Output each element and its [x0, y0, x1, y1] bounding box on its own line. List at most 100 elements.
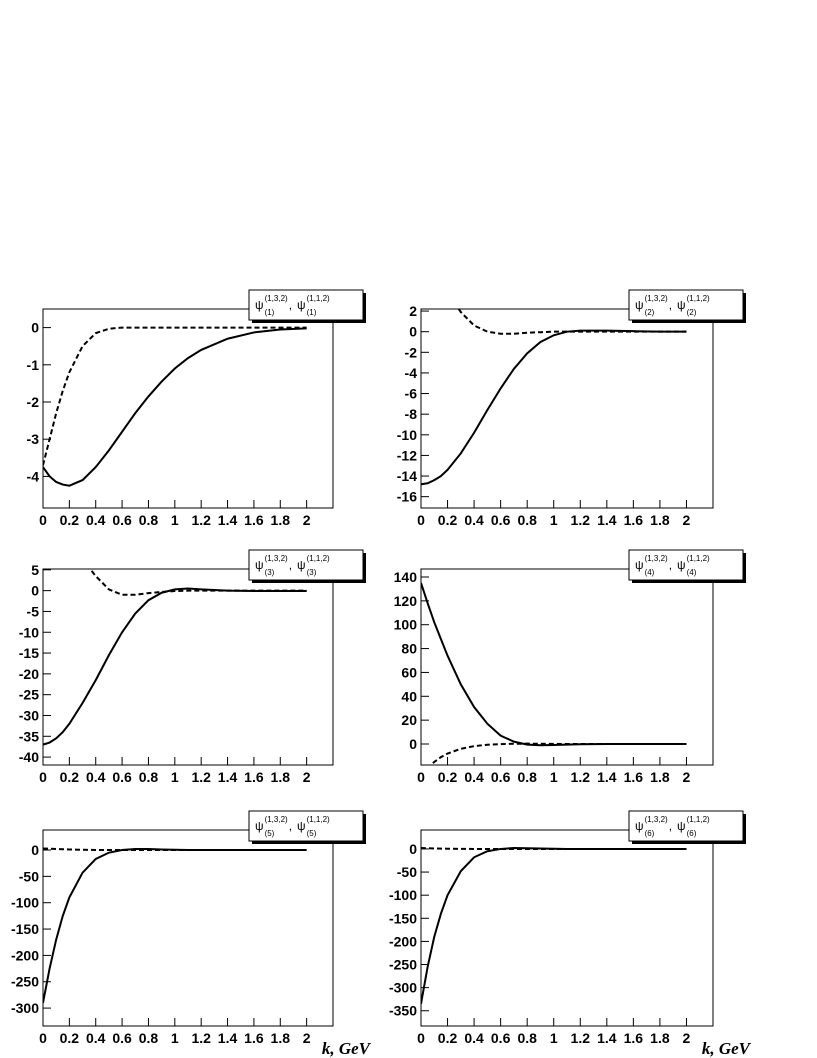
x-tick-label: 0.6 [112, 769, 132, 785]
y-tick-label: 0 [31, 320, 39, 336]
legend-symbol: ψ [297, 558, 306, 572]
legend-box [248, 549, 364, 581]
legend-sup: (1,3,2) [645, 294, 668, 303]
series-line [421, 847, 687, 850]
y-tick-label: -50 [19, 868, 39, 884]
x-tick-label: 1.4 [597, 512, 617, 528]
x-tick-label: 0.8 [139, 512, 159, 528]
y-tick-label: -35 [19, 728, 39, 744]
x-tick-label: 0 [39, 1030, 47, 1046]
legend-sup: (1,1,2) [687, 815, 710, 824]
x-tick-label: 0.6 [112, 512, 132, 528]
x-tick-label: 0.4 [86, 512, 106, 528]
y-tick-label: -200 [11, 947, 39, 963]
x-tick-label: 0 [417, 512, 425, 528]
x-tick-label: 1 [550, 512, 558, 528]
x-tick-label: 2 [303, 1030, 311, 1046]
legend-separator: , [669, 298, 672, 312]
legend-sub: (2) [645, 308, 655, 317]
x-tick-label: 1.4 [218, 1030, 238, 1046]
x-tick-label: 1 [171, 512, 179, 528]
x-tick-label: 1.2 [191, 1030, 211, 1046]
x-tick-label: 1.6 [624, 512, 644, 528]
legend-sub: (3) [265, 568, 275, 577]
x-tick-label: 1.4 [218, 512, 238, 528]
legend-sub: (1) [307, 308, 317, 317]
legend-sup: (1,1,2) [687, 294, 710, 303]
x-tick-label: 1.2 [191, 769, 211, 785]
x-tick-label: 2 [683, 769, 691, 785]
x-tick-label: 0.8 [139, 1030, 159, 1046]
series-line [421, 847, 687, 1004]
legend-sub: (5) [307, 829, 317, 838]
y-tick-label: 20 [401, 712, 417, 728]
x-tick-label: 0.8 [517, 1030, 537, 1046]
x-tick-label: 1.4 [218, 769, 238, 785]
legend-symbol: ψ [635, 819, 644, 833]
plot-frame [420, 829, 714, 1027]
legend-sup: (1,1,2) [307, 554, 330, 563]
legend-sup: (1,3,2) [265, 294, 288, 303]
x-tick-label: 1.6 [244, 1030, 264, 1046]
series-line [43, 847, 307, 1004]
y-tick-label: -40 [19, 749, 39, 765]
plot-frame [42, 829, 334, 1027]
x-tick-label: 1.2 [571, 512, 591, 528]
x-tick-label: 1 [550, 1030, 558, 1046]
x-tick-label: 1.4 [597, 769, 617, 785]
plot-frame [420, 568, 714, 766]
x-tick-label: 0 [39, 512, 47, 528]
y-tick-label: 140 [394, 569, 418, 585]
series-line [457, 309, 687, 335]
legend-symbol: ψ [297, 819, 306, 833]
y-tick-label: -20 [19, 666, 39, 682]
y-tick-label: 100 [394, 617, 418, 633]
x-tick-label: 0.4 [464, 1030, 484, 1046]
y-tick-label: -15 [19, 645, 39, 661]
plot-frame [420, 308, 714, 509]
legend-symbol: ψ [677, 298, 686, 312]
x-tick-label: 1 [171, 1030, 179, 1046]
y-tick-label: -100 [389, 887, 417, 903]
x-tick-label: 1.6 [624, 1030, 644, 1046]
y-tick-label: 0 [409, 324, 417, 340]
y-tick-label: -50 [397, 864, 417, 880]
legend-sup: (1,1,2) [687, 554, 710, 563]
x-tick-label: 1.6 [624, 769, 644, 785]
legend-sup: (1,3,2) [265, 554, 288, 563]
legend-sub: (2) [687, 308, 697, 317]
x-tick-label: 0.2 [438, 512, 458, 528]
x-tick-label: 1.4 [597, 1030, 617, 1046]
x-tick-label: 1.2 [571, 1030, 591, 1046]
x-tick-label: 1 [550, 769, 558, 785]
y-tick-label: -4 [27, 468, 40, 484]
y-tick-label: -3 [27, 431, 40, 447]
x-tick-label: 0 [417, 769, 425, 785]
x-tick-label: 1.8 [650, 512, 670, 528]
y-tick-label: -100 [11, 895, 39, 911]
legend-sub: (4) [687, 568, 697, 577]
y-tick-label: 0 [31, 583, 39, 599]
y-tick-label: 5 [31, 562, 39, 578]
x-tick-label: 0.8 [517, 769, 537, 785]
y-tick-label: -250 [11, 974, 39, 990]
legend-symbol: ψ [635, 298, 644, 312]
legend-sub: (1) [265, 308, 275, 317]
legend-sup: (1,1,2) [307, 294, 330, 303]
y-tick-label: 60 [401, 664, 417, 680]
x-tick-label: 0.2 [60, 1030, 80, 1046]
y-tick-label: -250 [389, 957, 417, 973]
legend-sub: (5) [265, 829, 275, 838]
x-tick-label: 1.2 [571, 769, 591, 785]
x-tick-label: 1.2 [191, 512, 211, 528]
x-tick-label: 0.2 [438, 1030, 458, 1046]
x-axis-label: k, GeV [322, 1039, 372, 1058]
legend-symbol: ψ [255, 298, 264, 312]
series-line [88, 569, 307, 596]
legend-sub: (4) [645, 568, 655, 577]
x-tick-label: 0.6 [491, 769, 511, 785]
legend-box [248, 810, 364, 842]
legend-box [628, 549, 744, 581]
legend-box [628, 810, 744, 842]
legend-separator: , [289, 558, 292, 572]
